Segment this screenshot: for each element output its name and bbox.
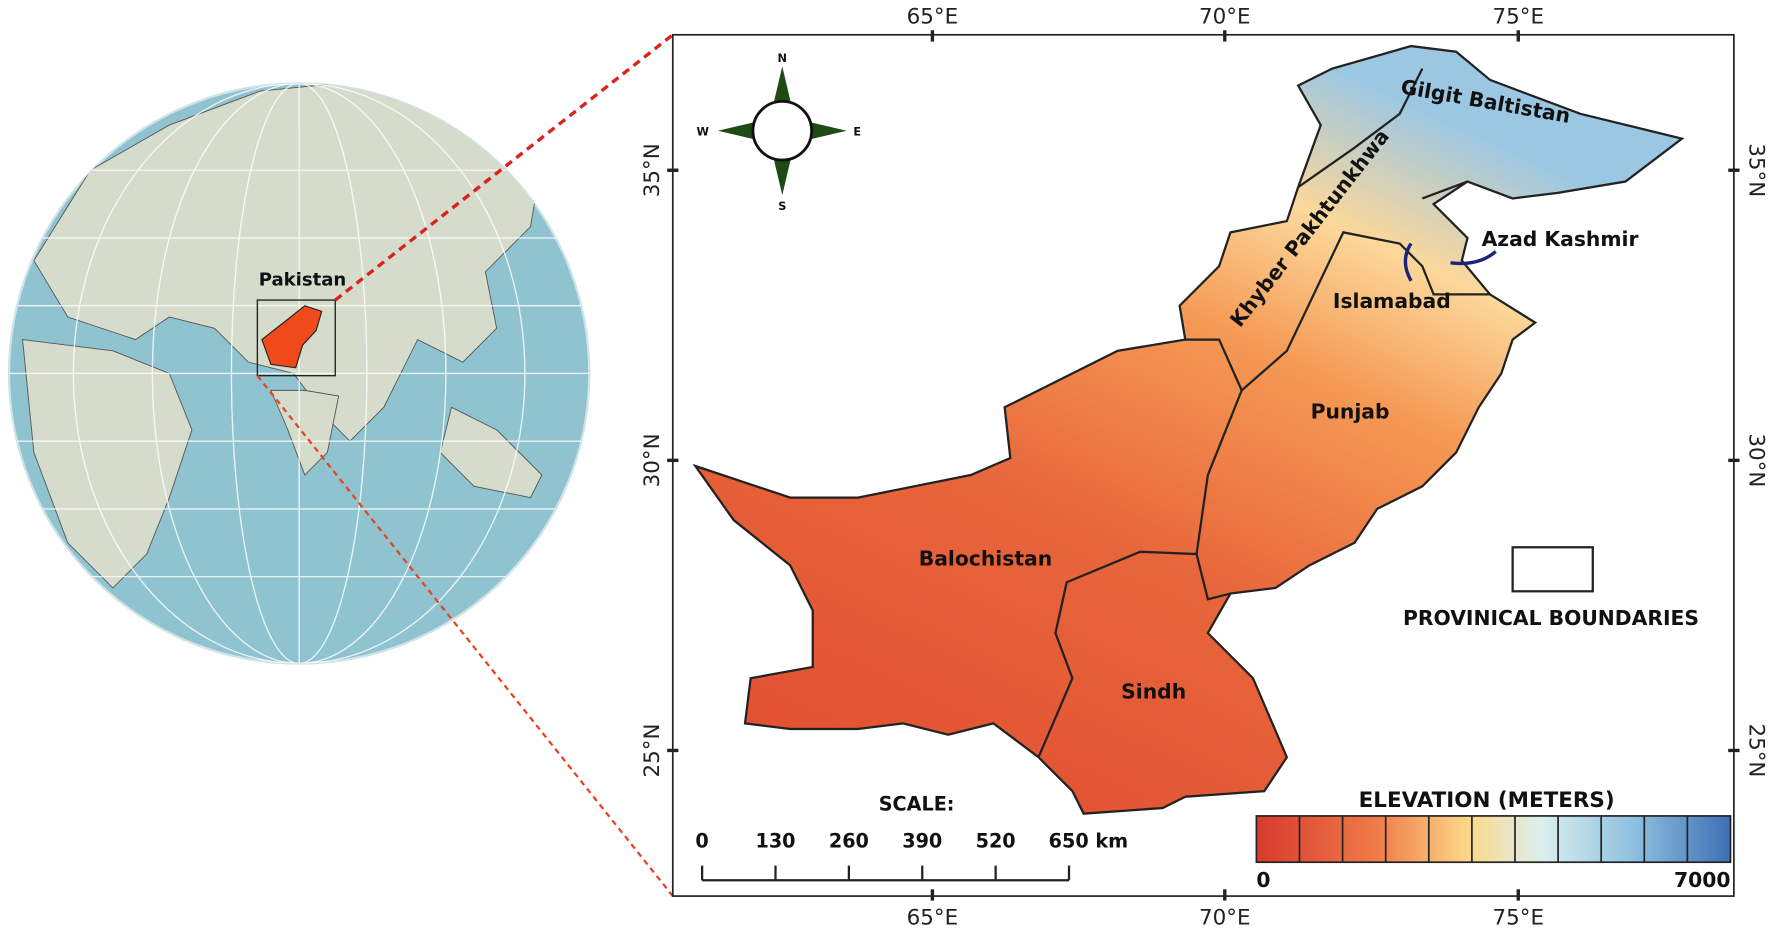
region-label: Islamabad: [1333, 289, 1451, 313]
compass-label: N: [778, 52, 787, 65]
zoom-line: [334, 33, 674, 302]
lon-label: 75°E: [1492, 5, 1544, 30]
elevation-min: 0: [1256, 868, 1270, 892]
region-label: Punjab: [1311, 400, 1390, 424]
region-label: Azad Kashmir: [1482, 227, 1639, 251]
lon-label: 75°E: [1492, 905, 1544, 930]
globe-label: Pakistan: [259, 269, 347, 290]
map-axes: 65°E 65°E 70°E 70°E 75°E 75°E 35°N 35°N 30°N 30°N…: [640, 5, 1768, 931]
scale-label: 520: [976, 830, 1016, 853]
compass-label: S: [778, 200, 786, 213]
boundary-legend-label: PROVINICAL BOUNDARIES: [1403, 606, 1699, 630]
lat-label: 30°N: [640, 433, 665, 487]
compass-label: W: [696, 125, 709, 138]
elevation-title: ELEVATION (METERS): [1359, 788, 1615, 813]
lat-label: 25°N: [1744, 723, 1769, 777]
region-label: Balochistan: [919, 546, 1052, 570]
globe: Pakistan: [7, 82, 591, 665]
lat-label: 25°N: [640, 723, 665, 777]
boundary-legend-swatch: [1511, 546, 1594, 593]
lon-label: 70°E: [1199, 5, 1251, 30]
kashmir-marker: [1403, 242, 1413, 282]
elevation-dividers: [1298, 815, 1689, 863]
lat-label: 35°N: [1744, 143, 1769, 197]
scale-label: 260: [829, 830, 869, 853]
scale-title: SCALE:: [879, 792, 955, 815]
elevation-max: 7000: [1674, 868, 1731, 892]
scale-label: 130: [755, 830, 795, 853]
scale-label: 390: [902, 830, 942, 853]
scale-label: 650 km: [1049, 830, 1129, 853]
scale-label: 0: [695, 830, 708, 853]
kashmir-marker: [1450, 250, 1497, 266]
compass: N E S W: [696, 52, 861, 213]
lon-label: 65°E: [907, 905, 959, 930]
lat-label: 35°N: [640, 143, 665, 197]
provincial-boundaries: [1037, 68, 1491, 758]
pakistan-map: [692, 44, 1685, 815]
region-label: Sindh: [1121, 680, 1186, 704]
compass-label: E: [853, 125, 861, 138]
scale-ticks: 0 130 260 390 520 650 km: [695, 830, 1128, 881]
lat-label: 30°N: [1744, 433, 1769, 487]
lon-label: 65°E: [907, 5, 959, 30]
inset-box: [256, 299, 336, 377]
lon-label: 70°E: [1199, 905, 1251, 930]
elevation-bar: [1255, 815, 1732, 864]
pakistan-inset: [261, 305, 323, 369]
graticule: [9, 83, 590, 664]
